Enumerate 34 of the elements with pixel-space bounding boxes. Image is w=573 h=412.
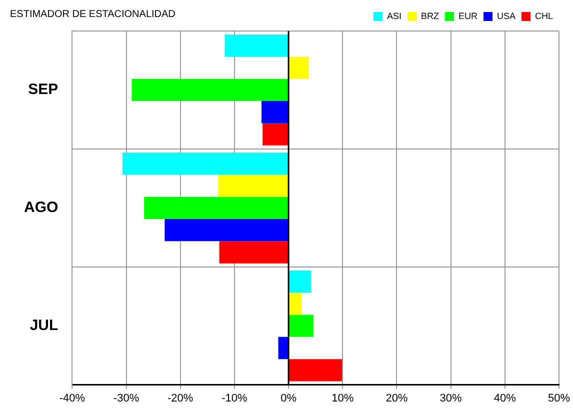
y-tick-label: JUL xyxy=(30,316,58,334)
bar xyxy=(262,123,288,146)
bar xyxy=(224,34,288,57)
x-tick-label: 50% xyxy=(548,392,570,404)
bar xyxy=(289,359,342,382)
y-tick-label: SEP xyxy=(28,81,58,98)
bar xyxy=(278,336,288,360)
legend-label: BRZ xyxy=(420,10,440,21)
bar xyxy=(289,270,312,293)
legend-label: CHL xyxy=(534,10,554,21)
bar xyxy=(219,241,288,264)
bar xyxy=(218,174,288,197)
x-tick-label: -20% xyxy=(168,392,194,404)
bar xyxy=(289,314,314,337)
legend-label: USA xyxy=(496,10,516,21)
x-tick-label: -30% xyxy=(113,392,140,404)
x-tick-label: 40% xyxy=(494,392,516,404)
x-tick-label: 10% xyxy=(332,392,354,404)
x-tick-label: 20% xyxy=(386,392,408,404)
legend-label: ASI xyxy=(386,10,402,21)
bar xyxy=(132,78,288,102)
x-tick-label: 30% xyxy=(440,392,462,404)
x-tick-label: 0% xyxy=(280,392,297,404)
legend-label: EUR xyxy=(458,10,478,21)
bar xyxy=(261,101,288,124)
x-tick-label: -40% xyxy=(59,392,86,404)
bar xyxy=(164,218,288,242)
bar xyxy=(144,196,288,219)
chart-title: ESTIMADOR DE ESTACIONALIDAD xyxy=(10,8,176,20)
y-tick-label: AGO xyxy=(24,199,58,216)
bar xyxy=(122,152,288,175)
bar xyxy=(289,292,302,315)
x-tick-label: -10% xyxy=(222,392,248,404)
bar xyxy=(289,56,309,79)
